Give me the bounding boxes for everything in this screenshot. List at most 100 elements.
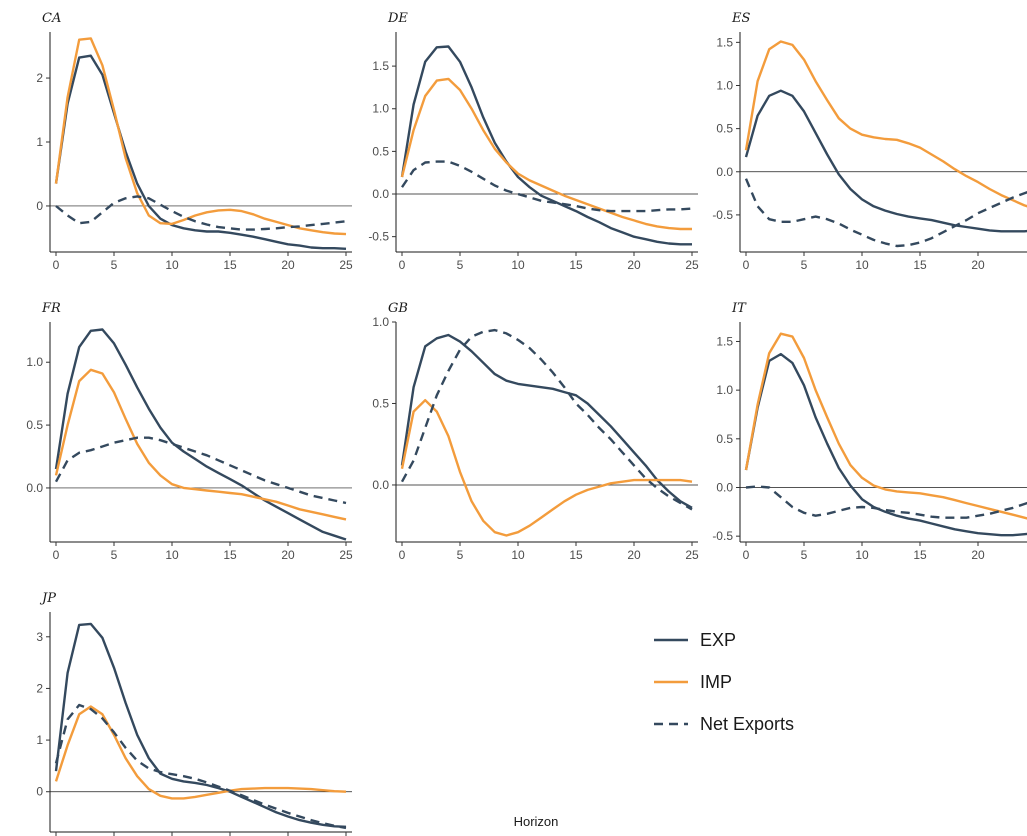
legend-item-exp: EXP (654, 630, 736, 650)
x-tick-label: 5 (457, 548, 464, 562)
y-tick-label: 0.5 (716, 432, 733, 446)
series-line-net-exports (54, 703, 347, 830)
x-tick-label: 20 (281, 548, 295, 562)
series-line-exp (54, 328, 347, 541)
y-tick-label: 0.5 (372, 396, 389, 410)
x-tick-label: 25 (339, 258, 353, 272)
x-tick-label: 25 (339, 548, 353, 562)
x-tick-label: 10 (165, 548, 179, 562)
series-line-imp (54, 705, 347, 800)
y-tick-label: 1.5 (716, 334, 733, 348)
series-line-exp (400, 333, 693, 509)
x-tick-label: 25 (685, 548, 699, 562)
x-axis-title: Horizon (514, 814, 559, 829)
series-line-imp (400, 399, 693, 537)
y-tick-label: 1 (36, 135, 43, 149)
legend: EXP IMP Net Exports (654, 630, 794, 734)
series-line-net-exports (745, 485, 1027, 519)
panel-jp: JP01230510152025 (36, 591, 352, 836)
series-line-exp (400, 45, 692, 246)
y-tick-label: 0.0 (716, 165, 733, 179)
x-tick-label: 20 (627, 258, 641, 272)
x-tick-label: 5 (111, 258, 118, 272)
x-tick-label: 0 (53, 548, 60, 562)
y-tick-label: -0.5 (712, 208, 733, 222)
y-tick-label: 0.0 (372, 187, 389, 201)
x-tick-label: 10 (511, 548, 525, 562)
series-line-imp (744, 40, 1027, 208)
panel-gb: GB 0.0 0.5 1.0 0 5 10 15 20 25 (372, 301, 699, 562)
series-line-net-exports (55, 195, 347, 231)
y-tick-label: 0.5 (26, 418, 43, 432)
y-tick-label: 1.0 (716, 383, 733, 397)
series-line-exp (744, 89, 1027, 233)
legend-label-exp: EXP (700, 630, 736, 650)
y-tick-label: 1.0 (372, 315, 389, 329)
y-tick-label: 0.5 (716, 122, 733, 136)
legend-label-imp: IMP (700, 672, 732, 692)
x-tick-label: 25 (685, 258, 699, 272)
x-tick-label: 10 (165, 258, 179, 272)
panel-title: FR (41, 301, 61, 316)
x-tick-label: 5 (801, 548, 808, 562)
legend-label-net-exports: Net Exports (700, 714, 794, 734)
series-line-net-exports (54, 436, 347, 505)
x-tick-label: 0 (743, 258, 750, 272)
y-tick-label: 0.5 (372, 144, 389, 158)
y-tick-label: 1.0 (716, 78, 733, 92)
x-tick-label: 0 (399, 258, 406, 272)
x-tick-label: 5 (457, 258, 464, 272)
y-tick-label: 2 (36, 681, 43, 695)
x-tick-label: 20 (971, 548, 985, 562)
y-tick-label: 1.5 (372, 59, 389, 73)
series-line-imp (54, 368, 347, 521)
x-tick-label: 15 (569, 258, 583, 272)
panel-fr: FR 0.0 0.5 1.0 0 5 10 15 20 25 (26, 301, 353, 562)
series-line-imp (400, 77, 692, 231)
y-tick-label: -0.5 (368, 230, 389, 244)
y-tick-label: 0 (36, 199, 43, 213)
x-tick-label: 10 (855, 548, 869, 562)
x-tick-label: 15 (223, 258, 237, 272)
y-tick-label: -0.5 (712, 529, 733, 543)
y-tick-label: 1.5 (716, 35, 733, 49)
series-line-exp (744, 352, 1027, 537)
panel-title: JP (39, 591, 56, 606)
x-tick-label: 0 (399, 548, 406, 562)
x-tick-label: 0 (53, 258, 60, 272)
x-tick-label: 5 (111, 548, 118, 562)
x-tick-label: 15 (223, 548, 237, 562)
x-tick-label: 20 (971, 258, 985, 272)
x-tick-label: 10 (511, 258, 525, 272)
x-tick-label: 10 (855, 258, 869, 272)
series-line-exp (54, 54, 347, 250)
panel-title: CA (42, 11, 61, 26)
panel-de: DE -0.5 0.0 0.5 1.0 1.5 0 5 10 15 20 25 (368, 11, 699, 272)
panel-title: GB (388, 301, 408, 316)
panel-title: DE (387, 11, 408, 26)
y-tick-label: 1.0 (26, 355, 43, 369)
series-line-exp (54, 622, 347, 828)
legend-item-net-exports: Net Exports (654, 714, 794, 734)
y-tick-label: 1 (36, 733, 43, 747)
x-tick-label: 15 (913, 548, 927, 562)
x-tick-label: 15 (569, 548, 583, 562)
y-tick-label: 0.0 (372, 478, 389, 492)
y-tick-label: 3 (36, 630, 43, 644)
series-line-net-exports (400, 328, 693, 511)
x-tick-label: 5 (801, 258, 808, 272)
series-line-net-exports (401, 160, 693, 213)
x-tick-label: 15 (913, 258, 927, 272)
y-tick-label: 1.0 (372, 102, 389, 116)
y-tick-label: 0 (36, 785, 43, 799)
panel-title: ES (731, 11, 750, 26)
series-line-imp (54, 37, 347, 236)
y-tick-label: 0.0 (716, 480, 733, 494)
series-line-net-exports (744, 178, 1027, 248)
series-line-imp (744, 332, 1027, 520)
